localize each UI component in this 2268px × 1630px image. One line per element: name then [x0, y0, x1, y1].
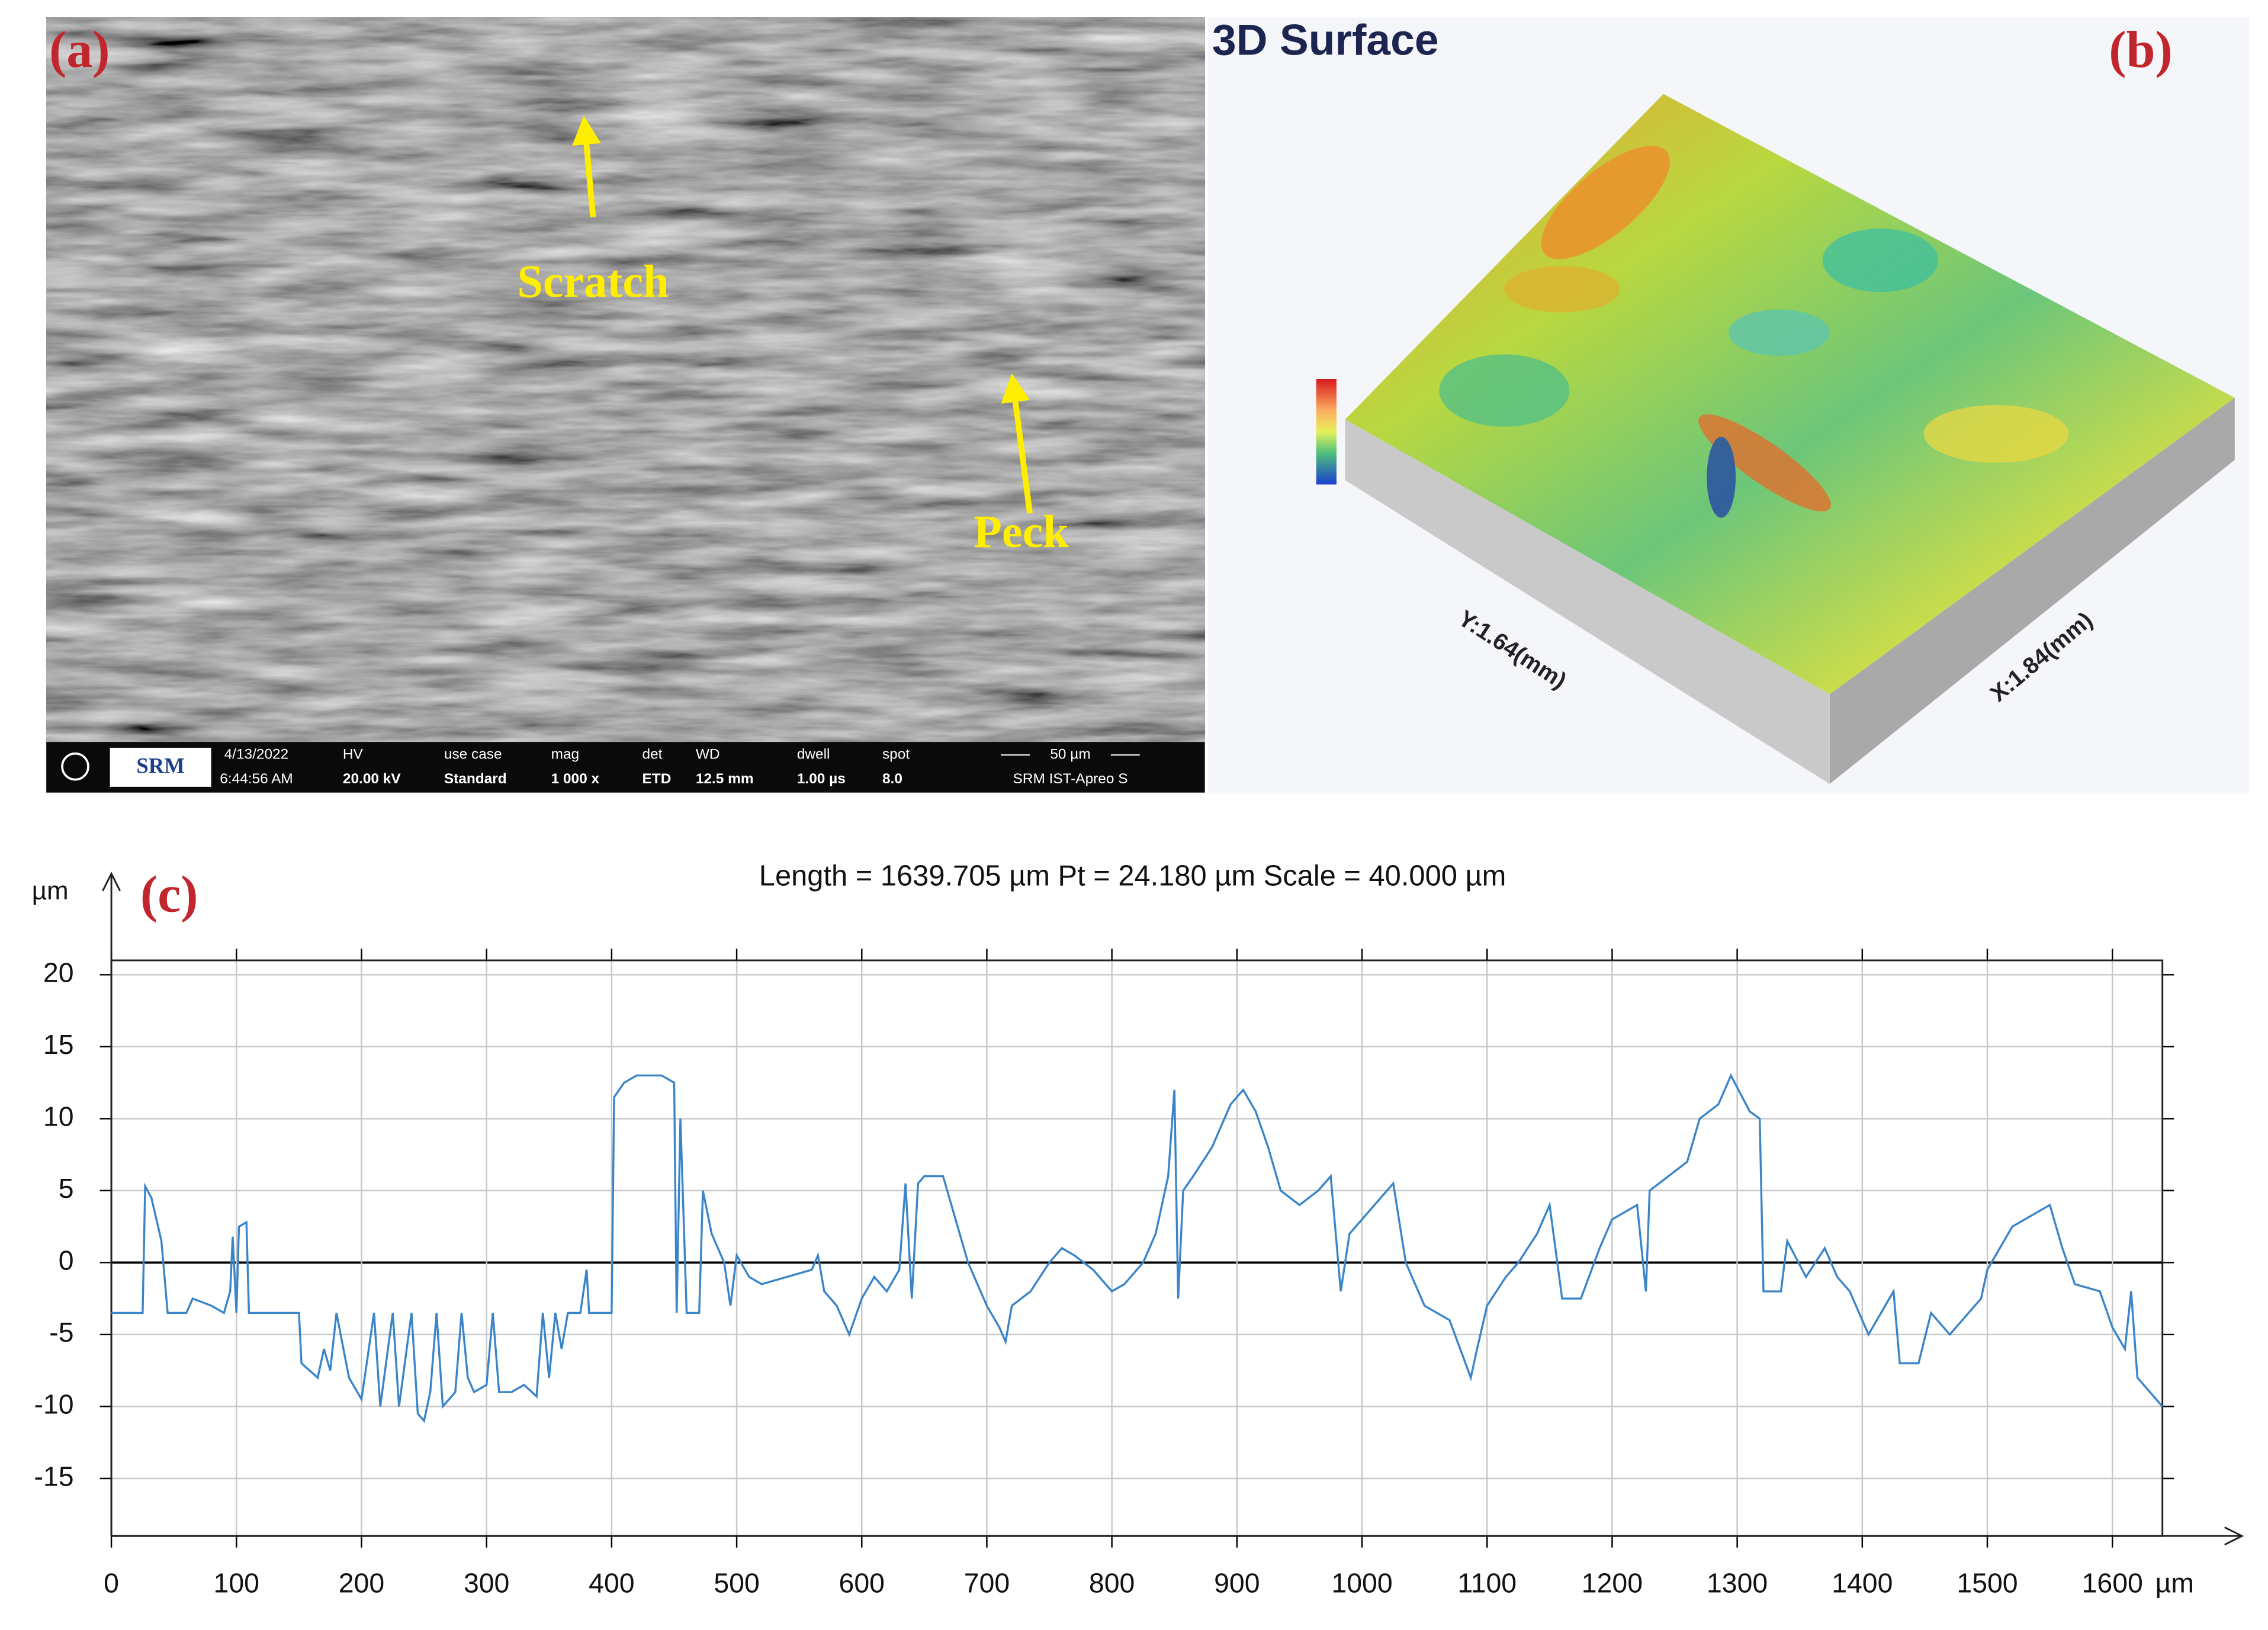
panel-label: (a) — [49, 21, 110, 79]
info-text: HV — [343, 747, 364, 763]
x-tick-label: 0 — [104, 1568, 119, 1599]
x-tick-label: 600 — [839, 1568, 885, 1599]
profile-line — [111, 1073, 2163, 1423]
info-text: WD — [696, 747, 720, 763]
info-text: mag — [551, 747, 579, 763]
color-bar — [1316, 379, 1337, 485]
surface-texture — [1439, 146, 2068, 518]
info-text: 4/13/2022 — [224, 747, 289, 763]
annotation: Scratch — [517, 256, 669, 307]
x-tick-label: 1400 — [1832, 1568, 1893, 1599]
arrow — [1001, 373, 1033, 514]
info-text: use case — [444, 747, 502, 763]
arrow — [572, 115, 601, 217]
y-tick-label: -15 — [34, 1461, 73, 1491]
info-text: spot — [882, 747, 910, 763]
sem-image — [46, 17, 1205, 742]
logo: SRM — [136, 754, 184, 778]
y-axis-label: µm — [32, 876, 69, 905]
x-tick-label: 1300 — [1707, 1568, 1768, 1599]
x-tick-label: 700 — [964, 1568, 1010, 1599]
y-tick-label: 20 — [43, 957, 74, 988]
block-side — [1829, 397, 2235, 784]
axis-arrow — [111, 1526, 2244, 1546]
info-bar — [46, 742, 1205, 793]
x-tick-label: 100 — [214, 1568, 259, 1599]
info-text: ETD — [643, 771, 672, 787]
info-text: dwell — [797, 747, 830, 763]
x-tick-label: 300 — [464, 1568, 509, 1599]
chart-title: Length = 1639.705 µm Pt = 24.180 µm Scal… — [759, 860, 1506, 892]
panel-label: (b) — [2109, 21, 2172, 79]
info-text: 1.00 µs — [797, 771, 846, 787]
x-tick-label: 1000 — [1331, 1568, 1392, 1599]
plot-area — [111, 960, 2163, 1536]
y-tick-label: 15 — [43, 1029, 74, 1060]
x-tick-label: 500 — [714, 1568, 759, 1599]
info-text: 8.0 — [882, 771, 902, 787]
logo-box — [110, 747, 211, 787]
y-tick-label: 10 — [43, 1101, 74, 1132]
x-tick-label: 1100 — [1457, 1568, 1517, 1599]
x-tick-label: 1600 — [2082, 1568, 2143, 1599]
panel-title: 3D Surface — [1212, 16, 1439, 65]
info-text: 6:44:56 AM — [220, 771, 293, 787]
block-side — [1345, 419, 1830, 784]
panel-label: (c) — [140, 866, 198, 924]
y-tick-label: 0 — [59, 1245, 74, 1276]
x-tick-label: 800 — [1089, 1568, 1135, 1599]
x-tick-label: 400 — [589, 1568, 634, 1599]
x-tick-label: 1200 — [1582, 1568, 1643, 1599]
scale-bar-label: 50 µm — [1050, 747, 1090, 763]
y-tick-label: 5 — [59, 1173, 74, 1204]
info-texts: 4/13/2022 6:44:56 AM HV 20.00 kV use cas… — [220, 747, 1140, 787]
info-text: 12.5 mm — [696, 771, 754, 787]
panel-b: 3D Surface (b) Y:1.64(mm) X:1.84(mm) — [1207, 16, 2250, 793]
logo-icon — [61, 752, 89, 781]
y-tick-label: -10 — [34, 1389, 73, 1420]
info-text: 1 000 x — [551, 771, 600, 787]
x-tick-label: 1500 — [1957, 1568, 2018, 1599]
profile-chart: Length = 1639.705 µm Pt = 24.180 µm Scal… — [32, 860, 2244, 1599]
info-text: SRM IST-Apreo S — [1013, 771, 1128, 787]
panel-a: Scratch Peck (a) SRM 4/13/2022 6:44:56 A… — [46, 17, 1205, 793]
info-text: det — [643, 747, 663, 763]
info-text: 20.00 kV — [343, 771, 401, 787]
info-text: Standard — [444, 771, 507, 787]
annotation: Peck — [974, 506, 1069, 557]
x-tick-label: 900 — [1214, 1568, 1260, 1599]
y-tick-label: -5 — [49, 1317, 73, 1348]
x-axis-label: µm — [2155, 1568, 2193, 1599]
axis-arrow — [102, 872, 121, 1536]
x-tick-label: 200 — [339, 1568, 384, 1599]
